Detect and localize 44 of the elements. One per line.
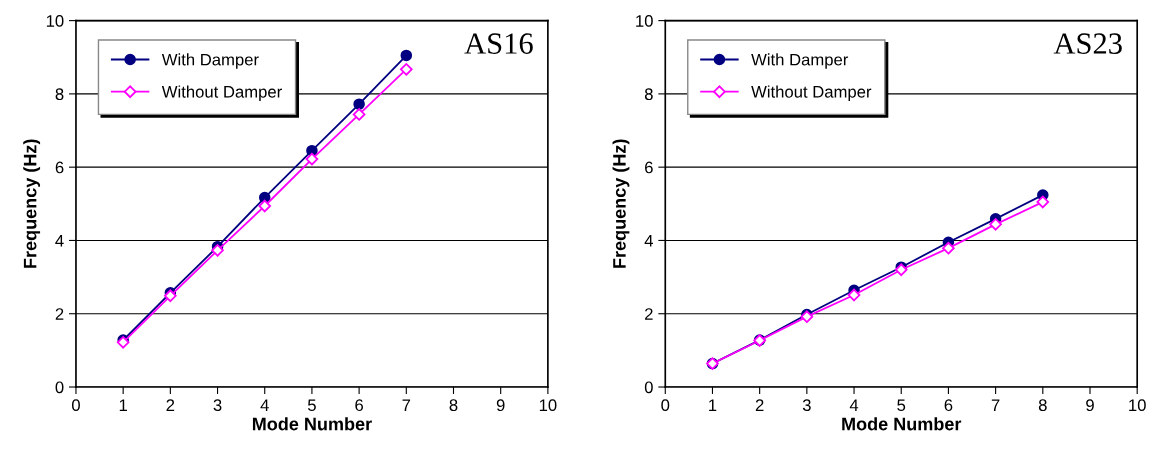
x-tick-label: 3 [802, 399, 811, 412]
x-tick-label: 0 [71, 399, 80, 412]
x-tick-label: 6 [355, 399, 364, 412]
y-tick-label: 10 [46, 15, 64, 27]
y-axis-title: Frequency (Hz) [612, 139, 630, 268]
y-tick-label: 4 [55, 235, 64, 247]
x-tick-label: 10 [1129, 399, 1146, 412]
x-tick-label: 1 [709, 399, 717, 411]
y-tick-label: 2 [645, 308, 653, 320]
annotation: AS23 [1053, 33, 1122, 54]
y-tick-label: 2 [55, 308, 64, 320]
x-axis-title: Mode Number [252, 417, 372, 431]
x-tick-label: 5 [897, 399, 906, 412]
x-tick-label: 8 [449, 399, 458, 412]
legend-label: With Damper [161, 53, 259, 69]
x-tick-label: 2 [755, 399, 764, 411]
y-axis-title: Frequency (Hz) [23, 139, 41, 268]
annotation: AS16 [464, 33, 533, 54]
y-tick-label: 6 [55, 161, 64, 174]
x-tick-label: 2 [166, 399, 175, 411]
y-tick-label: 8 [644, 88, 653, 101]
legend-label: Without Damper [751, 85, 872, 102]
y-tick-label: 4 [644, 235, 653, 247]
y-tick-label: 6 [645, 161, 653, 174]
legend-label: Without Damper [161, 85, 282, 102]
x-tick-label: 6 [944, 399, 953, 412]
x-axis-title: Mode Number [842, 417, 962, 431]
x-tick-label: 0 [661, 399, 670, 412]
y-tick-label: 0 [644, 381, 653, 394]
legend-label: With Damper [751, 53, 849, 69]
x-tick-label: 1 [119, 399, 127, 411]
x-tick-label: 7 [991, 399, 1000, 411]
x-tick-label: 8 [1038, 399, 1047, 412]
x-tick-label: 5 [307, 399, 316, 412]
x-tick-label: 9 [1086, 399, 1094, 412]
x-tick-label: 9 [496, 399, 505, 412]
x-tick-label: 10 [539, 399, 557, 412]
y-tick-label: 10 [636, 15, 653, 27]
y-tick-label: 0 [55, 381, 64, 394]
x-tick-label: 3 [213, 399, 222, 412]
x-tick-label: 7 [402, 399, 411, 411]
x-tick-label: 4 [260, 399, 269, 411]
x-tick-label: 4 [849, 399, 859, 411]
y-tick-label: 8 [55, 88, 64, 101]
